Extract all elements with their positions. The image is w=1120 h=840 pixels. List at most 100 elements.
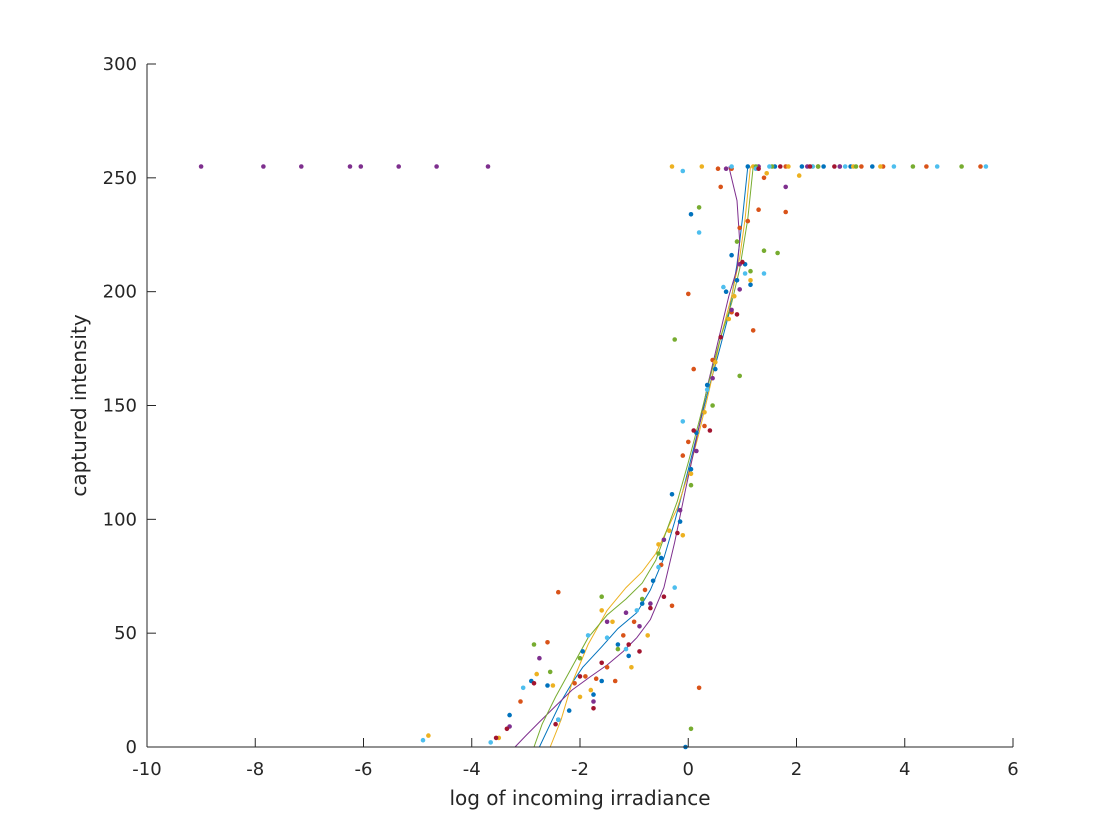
data-point [737, 225, 742, 231]
data-point [729, 307, 734, 313]
data-point [656, 551, 661, 556]
data-point [658, 555, 664, 561]
data-point [198, 164, 204, 169]
data-point [737, 287, 742, 292]
data-point [878, 164, 883, 169]
data-point [680, 453, 686, 458]
data-point [669, 492, 675, 497]
data-point [599, 678, 604, 684]
data-point [761, 175, 767, 181]
data-point [729, 252, 734, 258]
data-point [588, 687, 594, 693]
x-tick-label: 6 [1007, 759, 1018, 780]
x-tick-label: 0 [683, 759, 694, 780]
data-point [842, 164, 848, 169]
data-point [531, 681, 537, 686]
data-point [420, 737, 426, 743]
data-point [656, 564, 661, 570]
data-point [672, 337, 677, 342]
data-point [688, 466, 694, 472]
data-point [853, 164, 859, 169]
scatter-points [198, 164, 989, 750]
data-point [547, 669, 553, 675]
data-point [299, 164, 304, 169]
x-tick-label: -10 [132, 759, 161, 780]
data-point [748, 268, 753, 274]
data-point [591, 699, 596, 704]
data-point [686, 291, 691, 297]
y-tick-label: 300 [103, 54, 137, 75]
data-point [756, 166, 761, 171]
data-point [702, 423, 707, 429]
data-point [556, 717, 561, 722]
y-axis-label: captured intensity [67, 314, 91, 496]
data-point [718, 184, 723, 190]
data-point [261, 164, 266, 169]
data-point [485, 164, 491, 169]
data-point [396, 164, 402, 169]
data-point [783, 184, 788, 190]
axes: -10 -8 -6 -4 -2 0 2 4 6 0 50 100 150 200 250 300 [103, 54, 1019, 780]
x-tick-label: -8 [246, 759, 264, 780]
data-point [799, 164, 805, 169]
data-point [680, 168, 686, 174]
data-point [537, 655, 542, 661]
data-point [556, 589, 561, 595]
y-tick-label: 50 [114, 623, 137, 644]
data-point [891, 164, 897, 169]
data-point [580, 649, 585, 654]
data-point [934, 164, 940, 169]
data-point [637, 649, 642, 654]
data-point [585, 633, 591, 638]
data-point [520, 685, 526, 691]
data-point [637, 624, 642, 629]
data-point [910, 164, 916, 169]
data-point [426, 733, 431, 738]
data-point [807, 164, 813, 169]
data-point [704, 387, 710, 392]
data-point [634, 608, 640, 613]
fit-curve-1 [538, 166, 749, 748]
data-point [767, 164, 772, 169]
data-point [677, 519, 683, 524]
data-point [648, 601, 653, 606]
data-point [656, 542, 661, 547]
data-point [726, 316, 732, 322]
data-point [783, 209, 788, 215]
data-point [696, 685, 702, 691]
data-point [591, 706, 596, 711]
data-point [545, 640, 550, 645]
data-point [434, 164, 439, 169]
data-point [721, 284, 726, 290]
data-point [626, 642, 631, 647]
x-tick-label: -6 [355, 759, 373, 780]
data-point [531, 642, 537, 647]
data-point [545, 683, 550, 688]
data-point [761, 248, 767, 253]
data-point [669, 603, 675, 609]
data-point [837, 164, 843, 169]
data-point [750, 328, 756, 333]
data-point [661, 594, 667, 599]
data-point [615, 642, 621, 647]
data-point [631, 619, 637, 625]
fit-curve-4 [514, 166, 741, 748]
data-point [623, 646, 629, 652]
x-tick-label: -4 [463, 759, 481, 780]
data-point [748, 278, 753, 283]
fit-curve-3 [549, 166, 751, 748]
data-point [696, 205, 702, 210]
data-point [688, 212, 694, 217]
data-point [642, 587, 648, 593]
data-point [507, 712, 512, 718]
data-point [734, 239, 740, 244]
data-point [924, 164, 929, 169]
data-point [661, 537, 667, 543]
data-point [745, 218, 751, 224]
data-point [732, 293, 737, 299]
data-point [572, 681, 577, 686]
data-point [680, 419, 686, 424]
data-point [677, 507, 683, 513]
data-point [577, 674, 583, 679]
data-point [347, 164, 353, 169]
